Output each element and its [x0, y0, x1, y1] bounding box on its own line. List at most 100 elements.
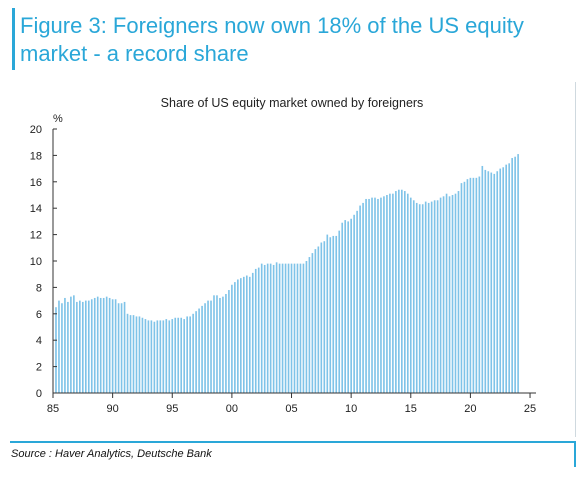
- bar: [353, 214, 355, 393]
- bar: [76, 301, 78, 393]
- bar: [412, 200, 415, 393]
- bar: [296, 263, 299, 393]
- bar: [511, 158, 513, 393]
- x-tick-label: 05: [285, 403, 297, 415]
- bar: [108, 297, 111, 393]
- bar: [329, 237, 332, 393]
- x-tick-label: 85: [47, 403, 59, 415]
- bar: [356, 210, 358, 393]
- bar: [81, 301, 84, 393]
- bar: [61, 303, 63, 393]
- bar: [96, 296, 99, 393]
- bar: [141, 317, 144, 393]
- bar: [180, 317, 183, 393]
- figure-title: Figure 3: Foreigners now own 18% of the …: [20, 13, 524, 66]
- bar: [156, 320, 159, 393]
- bar: [418, 204, 421, 393]
- bar: [314, 249, 317, 393]
- bar: [493, 173, 496, 393]
- bar: [245, 275, 248, 393]
- y-tick-label: 12: [30, 230, 42, 242]
- bar: [445, 193, 448, 393]
- bar: [153, 321, 156, 393]
- x-tick-label: 20: [464, 403, 476, 415]
- bar: [293, 263, 296, 393]
- bar: [392, 193, 394, 393]
- bar: [144, 319, 147, 393]
- bar: [302, 263, 305, 393]
- bar: [102, 297, 105, 393]
- source-right-rule: [574, 443, 576, 467]
- x-tick-label: 90: [107, 403, 119, 415]
- bar: [90, 299, 93, 393]
- bar: [406, 193, 409, 393]
- bar: [213, 295, 215, 393]
- bar: [126, 313, 129, 393]
- bar: [287, 263, 290, 393]
- bar: [299, 263, 302, 393]
- bar: [469, 177, 472, 393]
- bar: [338, 230, 341, 393]
- bar: [463, 181, 466, 393]
- bar: [451, 195, 454, 393]
- bar: [242, 276, 245, 393]
- bar: [177, 317, 180, 393]
- bar: [377, 198, 379, 393]
- bar: [430, 201, 433, 393]
- bar: [67, 301, 69, 393]
- y-tick-label: 14: [30, 203, 42, 215]
- bar: [93, 297, 96, 393]
- bar: [55, 307, 57, 393]
- bar: [311, 253, 314, 393]
- bar: [323, 241, 326, 393]
- bar: [198, 308, 200, 393]
- bar: [368, 198, 370, 393]
- bar: [79, 300, 81, 393]
- bar: [517, 154, 519, 393]
- bar: [359, 205, 361, 393]
- bar: [481, 165, 484, 393]
- bar: [254, 268, 257, 393]
- y-tick-label: 0: [36, 388, 42, 400]
- bar: [508, 163, 510, 393]
- bar: [159, 320, 162, 393]
- bar: [284, 263, 287, 393]
- bar: [409, 197, 412, 393]
- bar: [135, 316, 138, 393]
- bar: [129, 315, 132, 393]
- bar: [138, 316, 141, 393]
- bar: [490, 172, 493, 393]
- bar: [210, 300, 212, 393]
- bar: [132, 315, 135, 393]
- y-tick-label: 2: [36, 362, 42, 374]
- bar: [278, 263, 281, 393]
- source-note: Source : Haver Analytics, Deutsche Bank: [11, 448, 212, 460]
- y-tick-label: 18: [30, 150, 42, 162]
- bar: [260, 263, 263, 393]
- bar: [433, 200, 436, 393]
- bar: [421, 204, 424, 393]
- bar: [64, 297, 66, 393]
- bar: [58, 300, 60, 393]
- bar: [380, 197, 382, 393]
- chart-svg: 0 2 4 6 8 10 12 14 16 18 20% 85 90 95 00 05 10 15 20 25: [30, 113, 536, 415]
- bar: [231, 284, 233, 393]
- bar: [171, 319, 174, 393]
- bar: [472, 177, 475, 393]
- bar: [502, 167, 505, 393]
- y-tick-label: 6: [36, 309, 42, 321]
- bar: [269, 263, 272, 393]
- bar: [305, 261, 308, 393]
- bar: [308, 257, 311, 393]
- bar: [514, 156, 516, 393]
- bar: [147, 320, 150, 393]
- bar: [281, 263, 284, 393]
- y-tick-label: 20: [30, 124, 42, 136]
- bar: [427, 202, 430, 393]
- bar: [332, 235, 335, 393]
- y-tick-label: 4: [36, 335, 42, 347]
- bar: [275, 262, 278, 393]
- bar: [84, 300, 87, 393]
- bar: [439, 197, 442, 393]
- bar: [478, 176, 481, 393]
